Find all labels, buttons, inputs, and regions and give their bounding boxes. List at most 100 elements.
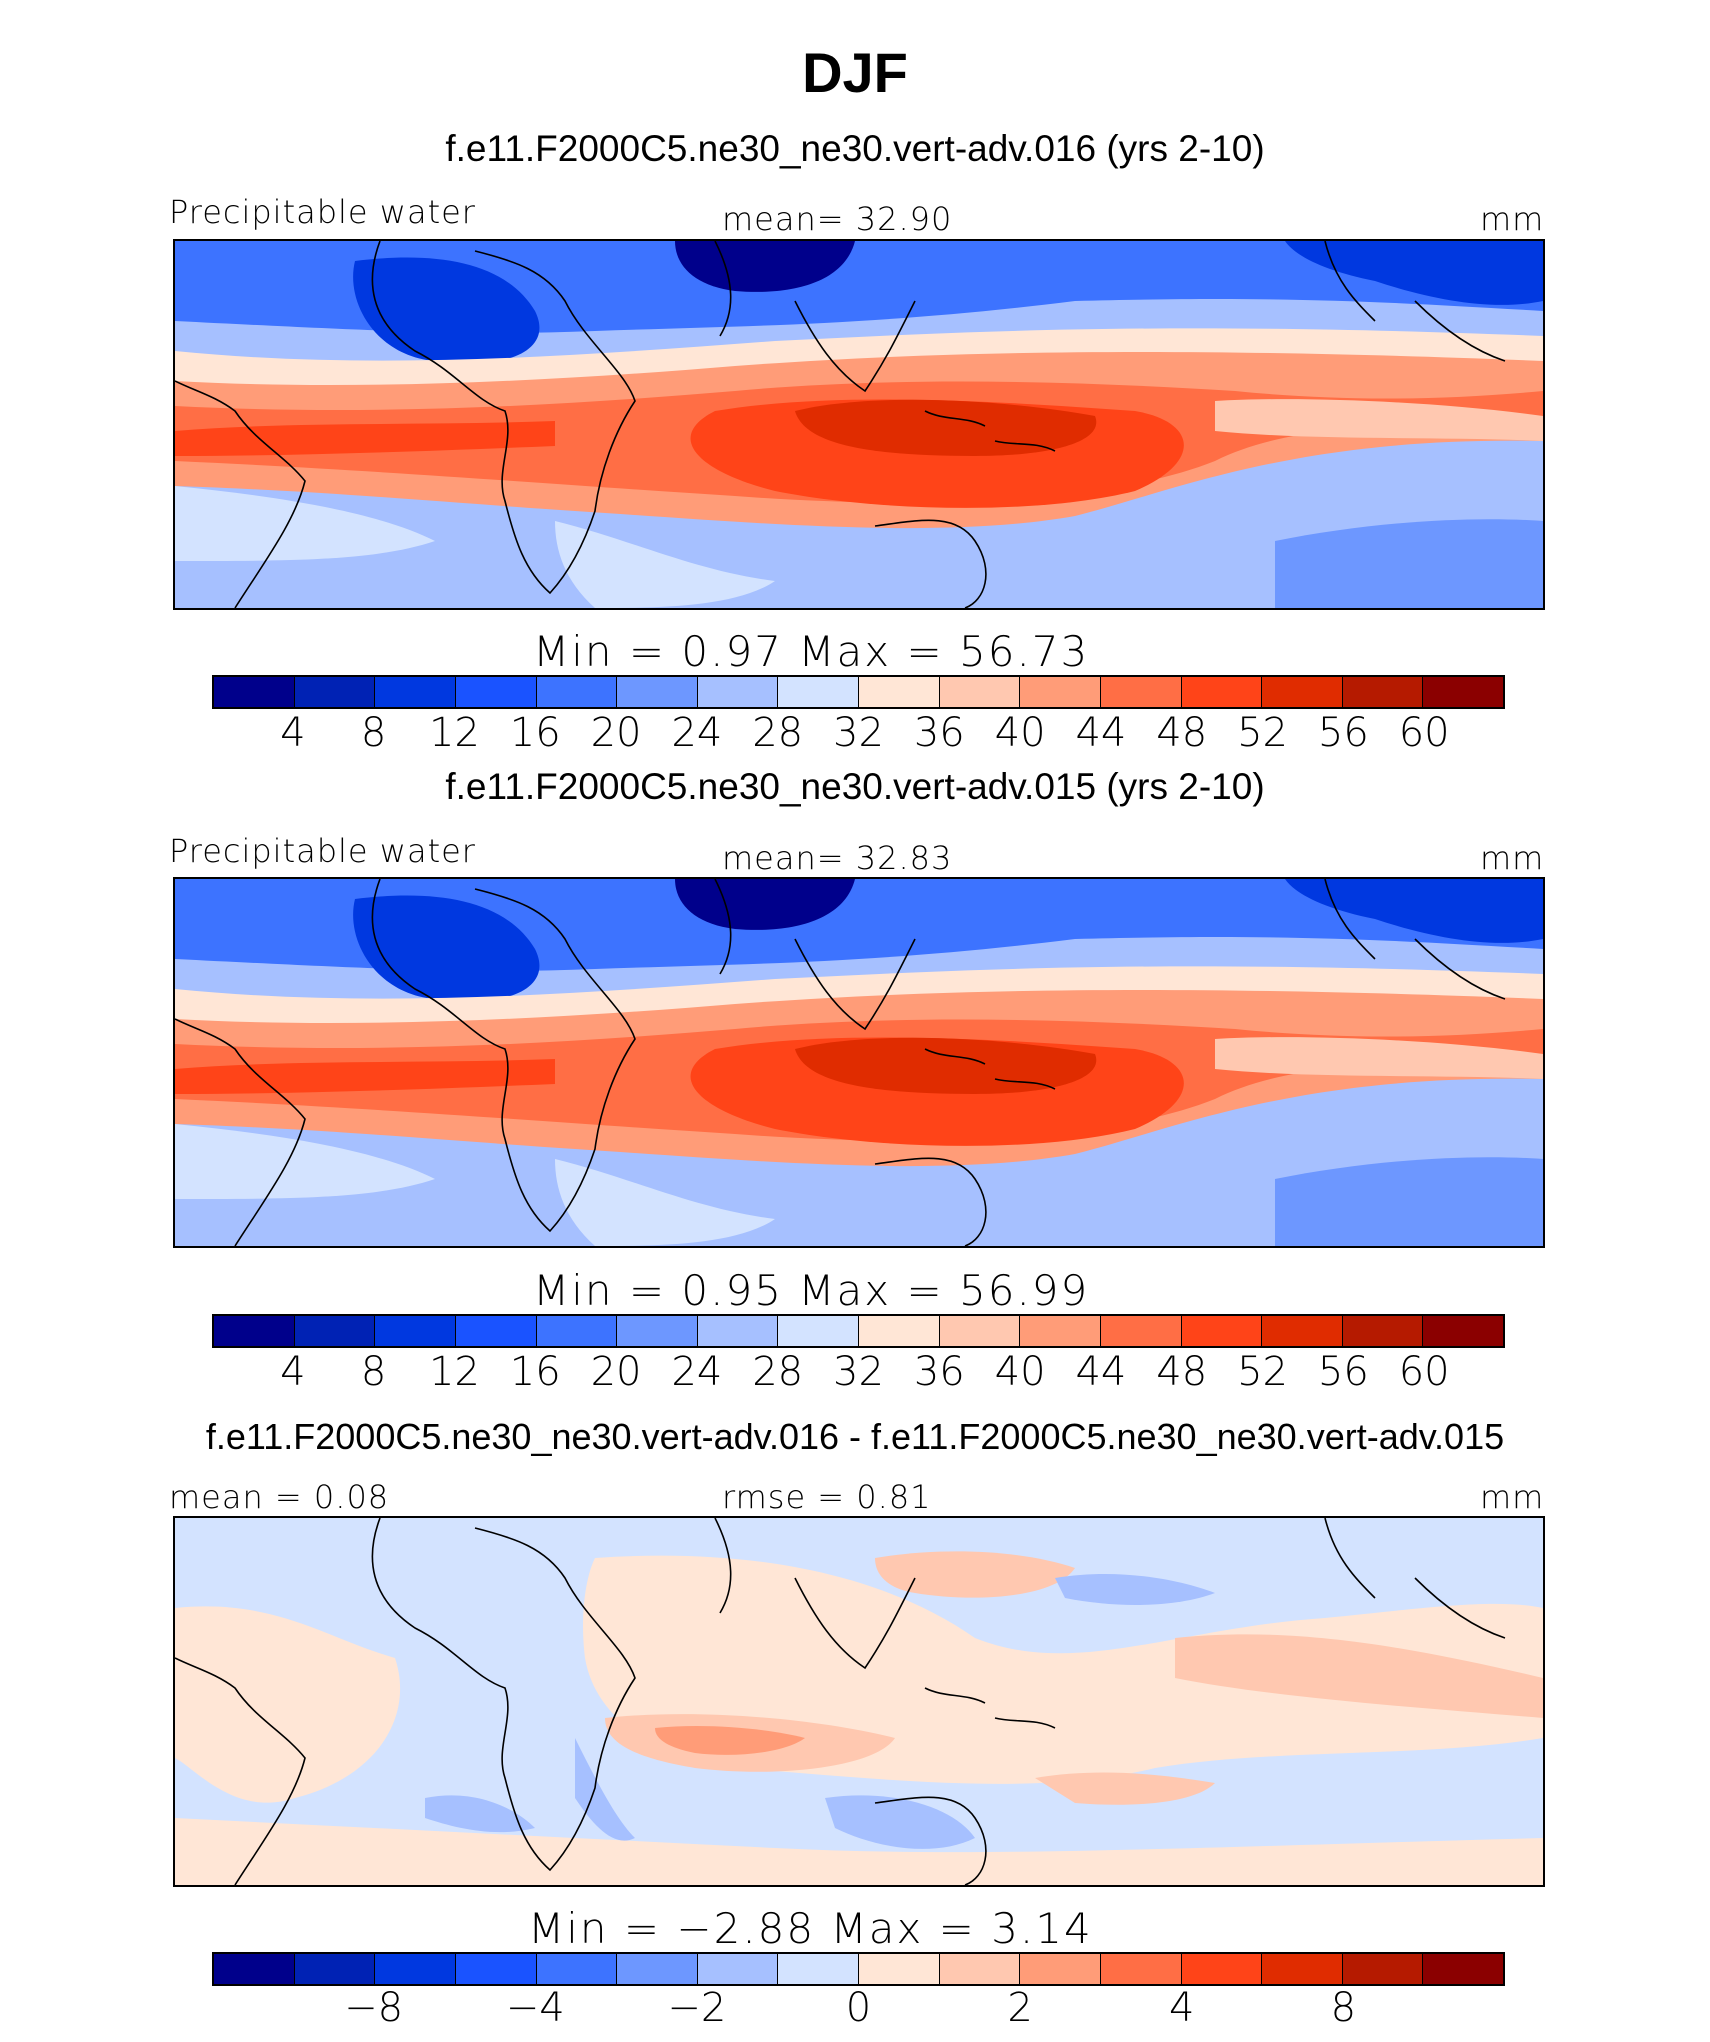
- colorbar-tick-label: 8: [360, 1349, 387, 1395]
- colorbar-swatch: [1181, 677, 1263, 707]
- panel-2-units-label: mm: [1480, 839, 1545, 877]
- colorbar-tick-label: 4: [280, 710, 306, 756]
- colorbar-swatch: [617, 1316, 698, 1346]
- colorbar-swatch: [617, 1954, 698, 1984]
- panel-2-minmax: Min = 0.95 Max = 56.99: [533, 1266, 1090, 1315]
- colorbar-swatch: [1181, 1316, 1263, 1346]
- colorbar-swatch: [778, 677, 859, 707]
- panel-1-units-label: mm: [1480, 200, 1545, 238]
- colorbar-swatch: [939, 1316, 1021, 1346]
- colorbar-swatch: [214, 1316, 295, 1346]
- colorbar-swatch: [1020, 1316, 1101, 1346]
- colorbar-swatch: [1020, 677, 1101, 707]
- colorbar-swatch: [1342, 1316, 1424, 1346]
- colorbar-tick-label: 36: [913, 1349, 965, 1395]
- colorbar-tick-label: 52: [1237, 710, 1289, 756]
- colorbar-swatch: [1423, 1954, 1503, 1984]
- colorbar-swatch: [455, 677, 537, 707]
- colorbar-swatch: [536, 1954, 618, 1984]
- colorbar-swatch: [294, 1954, 376, 1984]
- colorbar-tick-label: 40: [994, 1349, 1046, 1395]
- colorbar-swatch: [1342, 1954, 1424, 1984]
- panel-1-title: f.e11.F2000C5.ne30_ne30.vert-adv.016 (yr…: [445, 128, 1265, 169]
- panel-2-contour-plot: [175, 879, 1543, 1246]
- panel-1-map: [173, 239, 1545, 610]
- colorbar-swatch: [214, 1954, 295, 1984]
- colorbar-swatch: [1423, 677, 1503, 707]
- colorbar-tick-label: −4: [505, 1985, 565, 2031]
- colorbar-tick-label: 24: [671, 710, 723, 756]
- colorbar-swatch: [859, 1316, 940, 1346]
- colorbar-tick-label: 36: [913, 710, 965, 756]
- colorbar-swatch: [375, 1954, 456, 1984]
- colorbar-swatch: [1181, 1954, 1263, 1984]
- panel-3-rmse-label: rmse = 0.81: [722, 1478, 932, 1516]
- colorbar-swatch: [214, 677, 295, 707]
- colorbar-swatch: [697, 1954, 779, 1984]
- colorbar-tick-label: 0: [845, 1985, 872, 2031]
- colorbar-swatch: [455, 1316, 537, 1346]
- colorbar-tick-label: 60: [1398, 1349, 1450, 1395]
- colorbar-tick-label: 20: [590, 710, 642, 756]
- colorbar-swatch: [778, 1316, 859, 1346]
- colorbar-swatch: [536, 677, 618, 707]
- colorbar-swatch: [375, 677, 456, 707]
- colorbar-swatch: [697, 677, 779, 707]
- panel-3-contour-plot: [175, 1518, 1543, 1885]
- panel-1-mean-label: mean= 32.90: [722, 200, 953, 238]
- colorbar-tick-label: 28: [752, 710, 804, 756]
- colorbar-tick-label: 56: [1317, 1349, 1369, 1395]
- colorbar-tick-label: 32: [833, 1349, 884, 1395]
- colorbar-swatch: [375, 1316, 456, 1346]
- colorbar-tick-label: 12: [428, 1349, 480, 1395]
- colorbar-tick-label: 12: [428, 710, 480, 756]
- colorbar-swatch: [617, 677, 698, 707]
- colorbar-swatch: [1342, 677, 1424, 707]
- colorbar-tick-label: 24: [671, 1349, 723, 1395]
- panel-1-colorbar: [212, 675, 1505, 709]
- panel-1-contour-plot: [175, 241, 1543, 608]
- colorbar-tick-label: 32: [833, 710, 884, 756]
- colorbar-swatch: [294, 677, 376, 707]
- panel-2-variable-label: Precipitable water: [169, 832, 476, 870]
- panel-2-mean-label: mean= 32.83: [722, 839, 953, 877]
- panel-2-map: [173, 877, 1545, 1248]
- colorbar-swatch: [1100, 1954, 1182, 1984]
- panel-3-colorbar: [212, 1952, 1505, 1986]
- colorbar-swatch: [697, 1316, 779, 1346]
- panel-3-map: [173, 1516, 1545, 1887]
- panel-1-variable-label: Precipitable water: [169, 193, 476, 231]
- colorbar-swatch: [1100, 1316, 1182, 1346]
- colorbar-tick-label: −8: [344, 1985, 404, 2031]
- colorbar-tick-label: 60: [1398, 710, 1450, 756]
- colorbar-swatch: [859, 677, 940, 707]
- colorbar-swatch: [1262, 1316, 1343, 1346]
- colorbar-swatch: [1423, 1316, 1503, 1346]
- colorbar-tick-label: 56: [1317, 710, 1369, 756]
- colorbar-swatch: [939, 1954, 1021, 1984]
- colorbar-tick-label: 40: [994, 710, 1046, 756]
- colorbar-swatch: [1262, 677, 1343, 707]
- colorbar-swatch: [1262, 1954, 1343, 1984]
- panel-1-minmax: Min = 0.97 Max = 56.73: [533, 627, 1090, 676]
- panel-2-colorbar: [212, 1314, 1505, 1348]
- figure-title: DJF: [802, 41, 908, 104]
- colorbar-tick-label: 8: [1330, 1985, 1357, 2031]
- colorbar-swatch: [455, 1954, 537, 1984]
- panel-2-title: f.e11.F2000C5.ne30_ne30.vert-adv.015 (yr…: [445, 766, 1265, 807]
- colorbar-swatch: [859, 1954, 940, 1984]
- panel-3-mean-label: mean = 0.08: [169, 1478, 390, 1516]
- colorbar-tick-label: 20: [590, 1349, 642, 1395]
- panel-3-units-label: mm: [1480, 1478, 1545, 1516]
- colorbar-swatch: [294, 1316, 376, 1346]
- colorbar-swatch: [1020, 1954, 1101, 1984]
- colorbar-swatch: [778, 1954, 859, 1984]
- colorbar-tick-label: 28: [752, 1349, 804, 1395]
- colorbar-tick-label: 44: [1075, 1349, 1127, 1395]
- colorbar-tick-label: −2: [667, 1985, 727, 2031]
- colorbar-swatch: [536, 1316, 618, 1346]
- colorbar-tick-label: 48: [1156, 710, 1208, 756]
- colorbar-swatch: [1100, 677, 1182, 707]
- colorbar-tick-label: 8: [360, 710, 387, 756]
- colorbar-swatch: [939, 677, 1021, 707]
